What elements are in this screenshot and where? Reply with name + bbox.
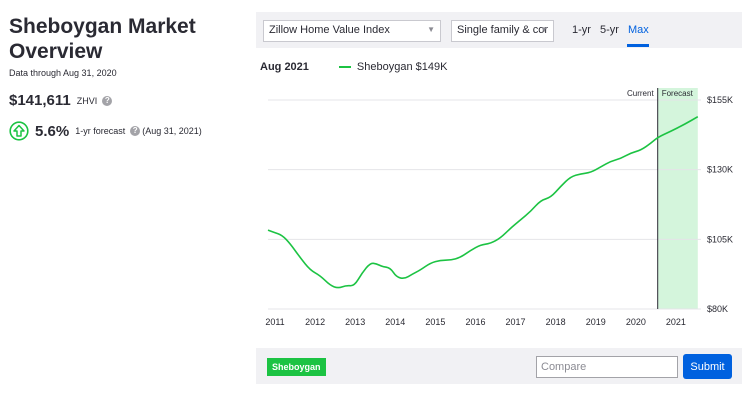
x-tick-label: 2013 <box>345 317 365 327</box>
chart-controls: Zillow Home Value Index ▼ Single family … <box>256 12 742 48</box>
data-through-text: Data through Aug 31, 2020 <box>9 68 117 78</box>
x-tick-label: 2016 <box>465 317 485 327</box>
y-tick-label: $80K <box>707 304 728 314</box>
x-tick-label: 2021 <box>666 317 686 327</box>
legend-series-label: Sheboygan $149K <box>356 61 448 73</box>
chevron-down-icon: ▼ <box>427 25 435 34</box>
market-overview: Sheboygan Market Overview Data through A… <box>9 14 239 141</box>
help-icon[interactable]: ? <box>102 95 113 106</box>
compare-input[interactable] <box>536 356 678 378</box>
range-5yr-button[interactable]: 5-yr <box>600 24 619 36</box>
chart-legend: Aug 2021 Sheboygan $149K <box>260 61 447 73</box>
legend-date: Aug 2021 <box>260 61 309 73</box>
forecast-date: (Aug 31, 2021) <box>142 126 202 136</box>
compare-bar: Sheboygan Submit <box>256 348 742 384</box>
title-line-1: Sheboygan Market <box>9 15 196 38</box>
legend-swatch <box>338 66 351 68</box>
x-tick-label: 2019 <box>586 317 606 327</box>
x-tick-label: 2012 <box>305 317 325 327</box>
current-label: Current <box>627 89 654 98</box>
forecast-label: Forecast <box>662 89 694 98</box>
forecast-label: 1-yr forecast <box>75 126 126 136</box>
home-value-chart: $80K $105K $130K $155K Current Forecast 2011 20… <box>265 88 733 327</box>
x-tick-label: 2015 <box>425 317 445 327</box>
range-max-button[interactable]: Max <box>628 24 649 36</box>
series-line <box>267 116 699 289</box>
index-select[interactable]: Zillow Home Value Index ▼ <box>263 20 441 42</box>
help-icon[interactable]: ? <box>130 126 141 136</box>
y-tick-label: $130K <box>707 165 733 175</box>
home-type-select-value: Single family & cor <box>457 24 549 36</box>
index-select-value: Zillow Home Value Index <box>269 24 390 36</box>
title-line-2: Overview <box>9 40 103 63</box>
range-1yr-button[interactable]: 1-yr <box>572 24 591 36</box>
up-arrow-icon <box>9 121 29 141</box>
x-tick-label: 2020 <box>626 317 646 327</box>
forecast-row: 5.6% 1-yr forecast ? (Aug 31, 2021) <box>9 121 239 141</box>
x-tick-label: 2011 <box>265 317 284 327</box>
page-title: Sheboygan Market Overview <box>9 14 239 64</box>
submit-button[interactable]: Submit <box>683 354 732 379</box>
x-tick-label: 2017 <box>506 317 526 327</box>
forecast-band <box>657 88 698 309</box>
y-tick-label: $105K <box>707 234 733 244</box>
zhvi-value: $141,611 <box>9 92 71 109</box>
zhvi-row: $141,611 ZHVI ? <box>9 92 239 109</box>
y-tick-label: $155K <box>707 95 733 105</box>
x-tick-label: 2014 <box>385 317 405 327</box>
zhvi-label: ZHVI <box>76 95 98 106</box>
region-tag[interactable]: Sheboygan <box>267 358 326 376</box>
home-type-select[interactable]: Single family & cor ▼ <box>451 20 554 42</box>
chevron-down-icon: ▼ <box>540 25 548 34</box>
forecast-percent: 5.6% <box>35 122 70 140</box>
x-tick-label: 2018 <box>546 317 566 327</box>
active-range-indicator <box>627 44 649 47</box>
